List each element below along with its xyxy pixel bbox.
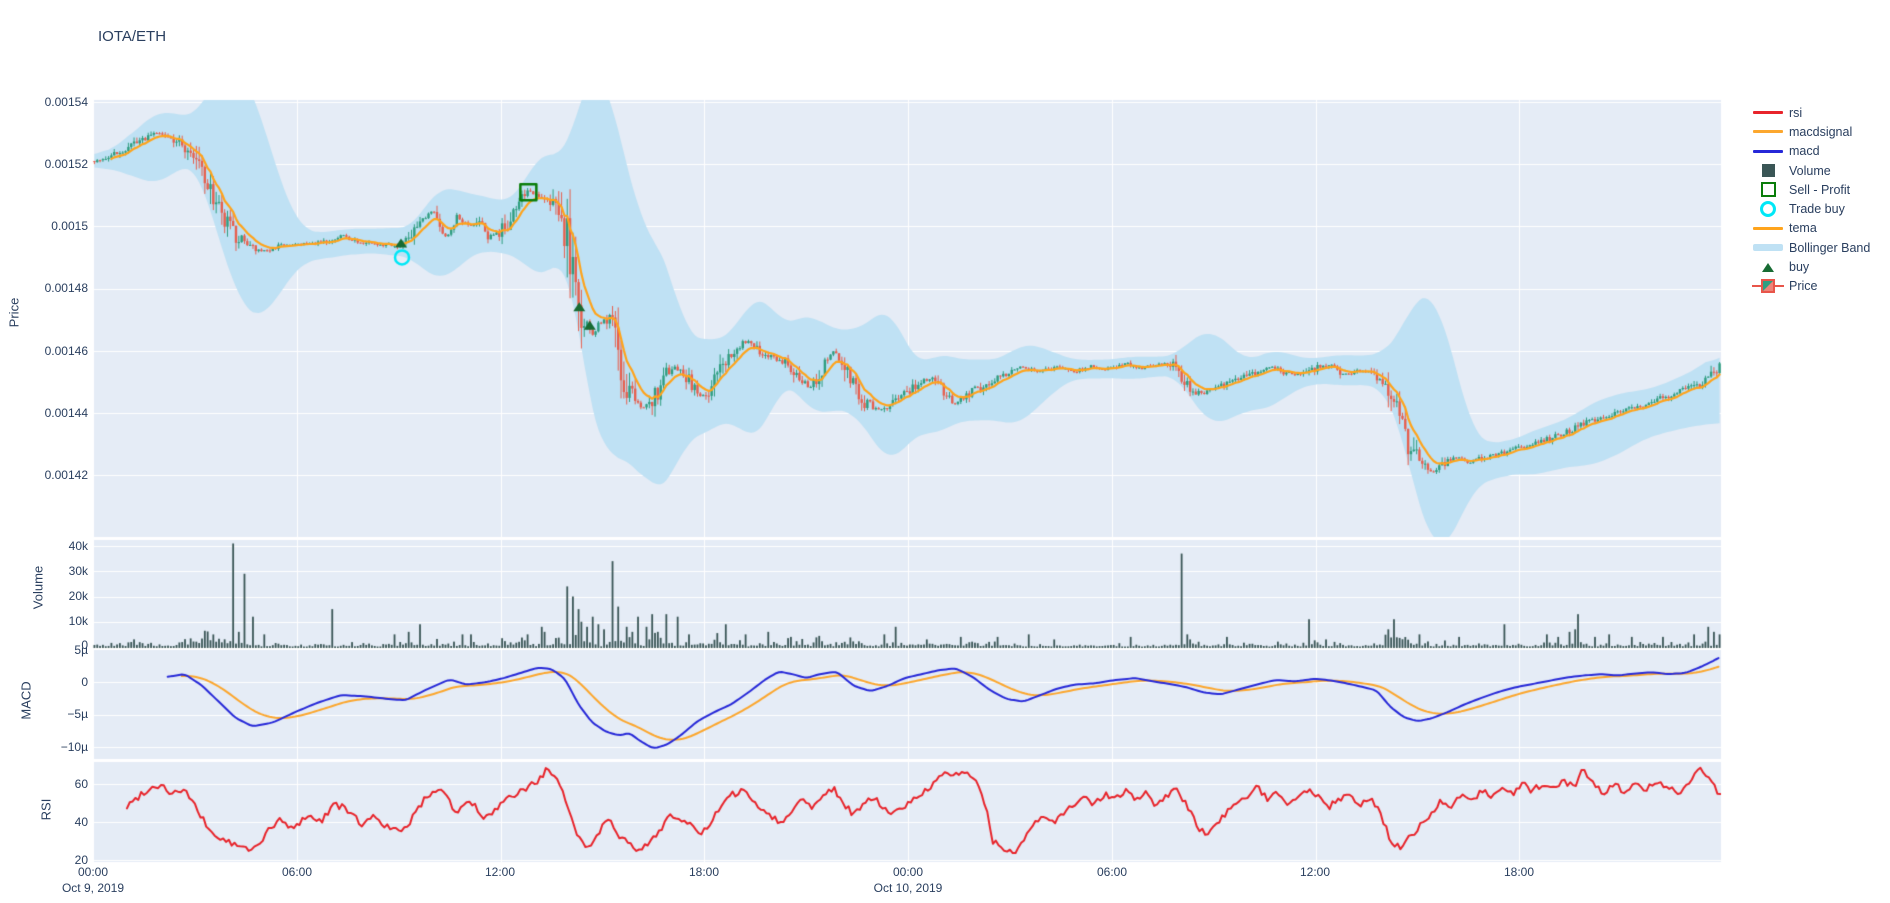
macd-line-icon: [1750, 149, 1786, 153]
legend-item-trade-buy[interactable]: Trade buy: [1750, 199, 1870, 218]
volume-axis-tick: 10k: [68, 614, 88, 628]
buy-triangle-icon: [1750, 262, 1786, 272]
legend-item-volume[interactable]: Volume: [1750, 161, 1870, 180]
macd-axis-title: MACD: [18, 681, 34, 720]
legend-item-tema[interactable]: tema: [1750, 219, 1870, 238]
x-axis-tick: 12:00: [1299, 865, 1331, 879]
volume-axis-tick: 30k: [68, 564, 88, 578]
rsi-axis-tick: 60: [74, 777, 88, 791]
legend-item-buy[interactable]: buy: [1750, 257, 1870, 276]
macd-axis-tick: −10µ: [60, 740, 88, 754]
rsi-axis-tick: 20: [74, 853, 88, 867]
x-axis-tick: 00:00: [892, 865, 924, 879]
legend-item-sell-profit[interactable]: Sell - Profit: [1750, 180, 1870, 199]
price-axis-tick: 0.0015: [51, 219, 88, 233]
volume-axis-tick: 40k: [68, 539, 88, 553]
chart-title: IOTA/ETH: [98, 28, 167, 45]
rsi-axis-title: RSI: [38, 798, 54, 821]
x-axis-tick: 18:00: [688, 865, 720, 879]
price-axis-title: Price: [6, 297, 22, 328]
price-axis-tick: 0.00144: [44, 406, 88, 420]
price-axis-tick: 0.00142: [44, 468, 88, 482]
x-axis-date: Oct 9, 2019: [61, 881, 125, 895]
bollinger-band-icon: [1750, 244, 1786, 252]
legend: rsi macdsignal macd Volume Sell - Profit…: [1750, 103, 1870, 296]
rsi-line-icon: [1750, 111, 1786, 115]
price-axis-tick: 0.00154: [44, 95, 88, 109]
volume-axis-tick: 20k: [68, 589, 88, 603]
x-axis-tick: 00:00: [77, 865, 109, 879]
volume-square-icon: [1750, 164, 1786, 178]
trade-buy-circle-icon: [1750, 201, 1786, 218]
legend-item-rsi[interactable]: rsi: [1750, 103, 1870, 122]
macdsignal-line-icon: [1750, 130, 1786, 134]
x-axis-tick: 06:00: [1096, 865, 1128, 879]
macd-axis-tick: 0: [81, 675, 88, 689]
price-axis-tick: 0.00148: [44, 281, 88, 295]
x-axis-tick: 12:00: [484, 865, 516, 879]
price-axis-tick: 0.00146: [44, 344, 88, 358]
price-axis-tick: 0.00152: [44, 157, 88, 171]
macd-axis-tick: 5µ: [74, 643, 88, 657]
legend-item-bollinger-band[interactable]: Bollinger Band: [1750, 238, 1870, 257]
volume-axis-title: Volume: [30, 565, 46, 610]
sell-profit-square-icon: [1750, 182, 1786, 198]
rsi-axis-tick: 40: [74, 815, 88, 829]
x-axis-tick: 06:00: [281, 865, 313, 879]
x-axis-tick: 18:00: [1503, 865, 1535, 879]
volume-axis-tick: 0: [81, 638, 88, 652]
tema-line-icon: [1750, 226, 1786, 230]
legend-item-price[interactable]: Price: [1750, 277, 1870, 296]
x-axis-date: Oct 10, 2019: [873, 881, 943, 895]
legend-item-macdsignal[interactable]: macdsignal: [1750, 122, 1870, 141]
price-candlestick-icon: [1750, 278, 1786, 294]
macd-axis-tick: −5µ: [67, 707, 88, 721]
legend-item-macd[interactable]: macd: [1750, 142, 1870, 161]
